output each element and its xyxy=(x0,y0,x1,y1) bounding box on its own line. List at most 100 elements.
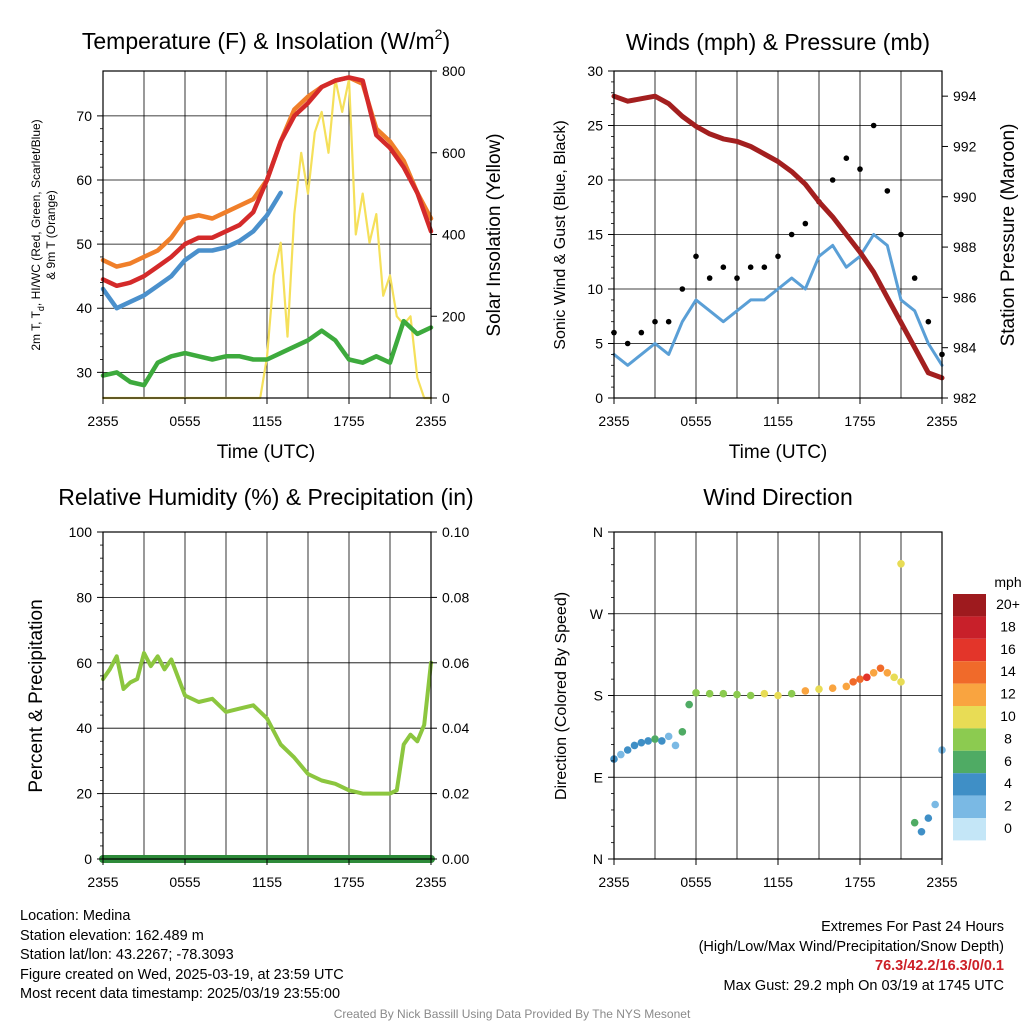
y2-tick-label: 200 xyxy=(442,308,466,324)
y-tick-label: 70 xyxy=(76,108,92,124)
extremes-title: Extremes For Past 24 Hours xyxy=(821,919,1004,935)
direction-point xyxy=(678,728,687,736)
direction-point xyxy=(863,673,871,682)
winds-xlabel: Time (UTC) xyxy=(729,442,828,463)
y-tick-label: 30 xyxy=(587,63,603,79)
gust-point xyxy=(857,166,863,172)
x-tick-label: 0555 xyxy=(680,413,711,429)
figure-canvas: Temperature (F) & Insolation (W/m2) 3040… xyxy=(26,26,1022,890)
x-tick-label: 1755 xyxy=(844,874,875,890)
direction-point xyxy=(692,688,700,697)
legend-label: 6 xyxy=(1004,753,1012,769)
recent-data-text: Most recent data timestamp: 2025/03/19 2… xyxy=(20,986,341,1003)
direction-ticks: N E S W N 2355 0555 1155 1755 2355 xyxy=(590,524,958,890)
y-tick-label: 50 xyxy=(76,236,92,252)
legend-label: 10 xyxy=(1000,708,1016,724)
direction-panel: Wind Direction N E S W N 2355 0555 1155 1755 2355… xyxy=(553,484,1022,890)
y-tick-label: 40 xyxy=(76,300,92,316)
y2-tick-label: 982 xyxy=(953,390,977,406)
legend-swatch xyxy=(953,706,986,729)
max-gust-text: Max Gust: 29.2 mph On 03/19 at 1745 UTC xyxy=(723,977,1004,994)
direction-point xyxy=(637,738,646,747)
gust-point xyxy=(802,220,809,227)
y-tick-label: 15 xyxy=(587,227,603,243)
y-tick-label: 10 xyxy=(587,281,603,297)
extremes-info: Extremes For Past 24 Hours (High/Low/Max… xyxy=(699,918,1004,996)
direction-point xyxy=(924,814,933,822)
y-tick-label: 0 xyxy=(84,851,92,867)
direction-point xyxy=(719,689,728,698)
x-tick-label: 1755 xyxy=(333,874,364,890)
direction-point xyxy=(746,691,755,700)
legend-label: 2 xyxy=(1004,798,1012,814)
gust-point xyxy=(652,318,658,325)
y-tick-label: 5 xyxy=(595,336,603,352)
temperature-series xyxy=(100,75,434,400)
y2-tick-label: 0 xyxy=(442,390,450,406)
legend-swatch xyxy=(953,773,986,796)
direction-point xyxy=(890,673,898,682)
humidity-ticks: 0 20 40 60 80 100 0.00 0.02 0.04 0.06 0.08 0.10 2355… xyxy=(69,524,470,890)
x-tick-label: 2355 xyxy=(87,874,118,890)
extremes-subtitle: (High/Low/Max Wind/Precipitation/Snow De… xyxy=(698,938,1004,955)
legend-swatch xyxy=(953,616,986,639)
winds-series xyxy=(611,93,945,381)
series-blue xyxy=(100,190,283,311)
direction-point xyxy=(917,827,926,836)
insolation-ylabel: Solar Insolation (Yellow) xyxy=(484,133,505,336)
legend-swatch xyxy=(953,683,986,706)
x-tick-label: 0555 xyxy=(169,413,200,429)
direction-point xyxy=(876,664,885,673)
y-tick-label: W xyxy=(590,606,604,622)
legend-label: 4 xyxy=(1004,775,1012,791)
legend-label: 20+ xyxy=(996,596,1020,612)
winds-panel: Winds (mph) & Pressure (mb) 0 5 10 15 20 25 30… xyxy=(552,29,1019,463)
gust-point xyxy=(706,275,713,281)
direction-point xyxy=(801,687,810,695)
direction-point xyxy=(883,668,892,677)
gust-point xyxy=(925,318,932,325)
legend-swatch xyxy=(953,750,986,774)
direction-point xyxy=(671,741,680,750)
direction-point xyxy=(910,818,919,827)
series-yellow xyxy=(101,78,433,400)
x-tick-label: 2355 xyxy=(415,874,446,890)
y-tick-label: 20 xyxy=(587,172,603,188)
direction-point xyxy=(651,735,659,743)
station-info: Location: Medina Station elevation: 162.… xyxy=(20,907,344,1005)
legend-swatch xyxy=(953,661,986,684)
legend-label: 16 xyxy=(1000,641,1016,657)
pressure-line xyxy=(611,93,945,381)
x-tick-label: 1155 xyxy=(252,874,282,890)
gust-point xyxy=(720,264,727,271)
series-red xyxy=(100,75,434,289)
humidity-title: Relative Humidity (%) & Precipitation (i… xyxy=(58,484,473,510)
direction-point xyxy=(815,685,823,693)
y2-tick-label: 0.10 xyxy=(442,524,469,540)
latlon-text: Station lat/lon: 43.2267; -78.3093 xyxy=(20,947,234,964)
y-tick-label: 40 xyxy=(76,720,92,736)
gust-point xyxy=(870,122,877,129)
temperature-title: Temperature (F) & Insolation (W/m2) xyxy=(82,26,450,54)
gust-point xyxy=(898,231,904,238)
winds-ticks: 0 5 10 15 20 25 30 982 984 986 988 990 992 994 2355 055… xyxy=(587,63,976,429)
direction-point xyxy=(623,746,632,754)
temperature-ylabel-line1: 2m T, Td, HI/WC (Red, Green, Scarlet/Blu… xyxy=(29,119,46,350)
x-tick-label: 2355 xyxy=(926,413,957,429)
direction-point xyxy=(931,800,939,809)
x-tick-label: 1155 xyxy=(763,413,793,429)
y2-tick-label: 0.04 xyxy=(442,720,469,736)
y-tick-label: N xyxy=(593,524,603,540)
y2-tick-label: 0.02 xyxy=(442,786,469,802)
direction-point xyxy=(842,682,851,691)
y2-tick-label: 992 xyxy=(953,138,977,154)
y-tick-label: S xyxy=(594,688,603,704)
legend-label: 0 xyxy=(1004,820,1012,836)
humidity-grid xyxy=(102,531,432,860)
x-tick-label: 1755 xyxy=(844,413,875,429)
winds-title: Winds (mph) & Pressure (mb) xyxy=(626,29,930,55)
gust-point xyxy=(911,275,918,281)
direction-point xyxy=(869,668,878,677)
temperature-ylabel-line2: & 9m T (Orange) xyxy=(44,190,58,280)
x-tick-label: 1155 xyxy=(252,413,282,429)
